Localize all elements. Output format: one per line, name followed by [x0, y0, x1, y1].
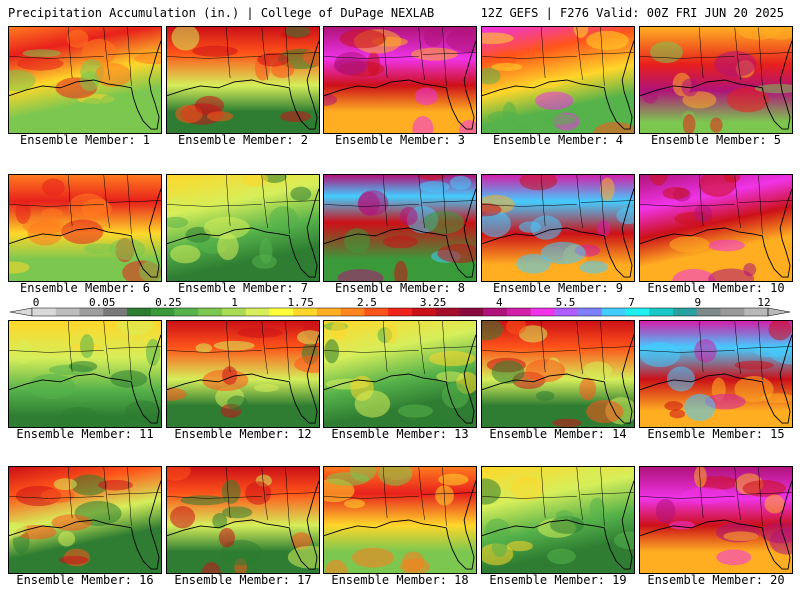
ensemble-map-panel — [8, 174, 162, 282]
colorbar-swatch — [316, 308, 341, 316]
colorbar-tick-label: 1.75 — [287, 297, 314, 309]
colorbar-swatch — [578, 308, 603, 316]
ensemble-map-panel — [481, 26, 635, 134]
ensemble-map-panel — [166, 320, 320, 428]
ensemble-map-panel — [323, 320, 477, 428]
colorbar-swatch — [459, 308, 484, 316]
ensemble-map-panel — [639, 466, 793, 574]
colorbar-swatch — [293, 308, 318, 316]
ensemble-member-label: Ensemble Member: 4 — [492, 133, 624, 147]
ensemble-map-panel — [323, 26, 477, 134]
ensemble-map-panel — [639, 174, 793, 282]
ensemble-member-label: Ensemble Member: 10 — [647, 281, 785, 295]
ensemble-map-panel — [8, 466, 162, 574]
ensemble-map-panel — [166, 466, 320, 574]
colorbar-tick-label: 2.5 — [357, 297, 377, 309]
ensemble-member-label: Ensemble Member: 20 — [647, 573, 785, 587]
colorbar-swatch — [601, 308, 626, 316]
colorbar-swatch — [744, 308, 769, 316]
colorbar-swatch — [696, 308, 721, 316]
ensemble-member-label: Ensemble Member: 7 — [177, 281, 309, 295]
ensemble-map-panel — [8, 320, 162, 428]
colorbar-swatch — [673, 308, 698, 316]
colorbar-swatch — [554, 308, 579, 316]
ensemble-member-label: Ensemble Member: 8 — [334, 281, 466, 295]
ensemble-map-panel — [481, 320, 635, 428]
colorbar-swatch — [126, 308, 152, 316]
colorbar-swatch — [649, 308, 674, 316]
colorbar-swatch — [530, 308, 555, 316]
ensemble-map-panel — [323, 174, 477, 282]
ensemble-map-panel — [166, 174, 320, 282]
ensemble-map-panel — [639, 320, 793, 428]
ensemble-map-panel — [166, 26, 320, 134]
ensemble-map-panel — [481, 174, 635, 282]
colorbar-tick-label: 9 — [694, 297, 701, 309]
ensemble-member-label: Ensemble Member: 6 — [19, 281, 151, 295]
colorbar-swatch — [55, 308, 80, 316]
colorbar-swatch — [221, 308, 246, 316]
colorbar-tick-label: 0 — [33, 297, 40, 309]
colorbar-tick-label: 5.5 — [556, 297, 576, 309]
ensemble-member-label: Ensemble Member: 2 — [177, 133, 309, 147]
colorbar-swatch — [174, 308, 199, 316]
ensemble-member-label: Ensemble Member: 9 — [492, 281, 624, 295]
colorbar-tick-label: 0.25 — [155, 297, 182, 309]
colorbar-tick-label: 4 — [496, 297, 503, 309]
ensemble-member-label: Ensemble Member: 5 — [650, 133, 782, 147]
model-run-info: 12Z GEFS | F276 Valid: 00Z FRI JUN 20 20… — [480, 6, 784, 20]
colorbar-swatch — [435, 308, 460, 316]
colorbar-swatch — [150, 308, 175, 316]
precipitation-colorbar: 0 0.05 0.25 1 1.75 2.5 3.25 4 5.5 7 9 12 — [10, 297, 790, 317]
colorbar-swatch — [79, 308, 104, 316]
colorbar-tick-label: 0.05 — [89, 297, 116, 309]
colorbar-swatch — [364, 308, 389, 316]
ensemble-map-panel — [8, 26, 162, 134]
colorbar-swatch — [625, 308, 650, 316]
ensemble-member-label: Ensemble Member: 1 — [19, 133, 151, 147]
colorbar-swatch — [245, 308, 270, 316]
ensemble-member-label: Ensemble Member: 16 — [16, 573, 154, 587]
colorbar-tick-label: 7 — [628, 297, 635, 309]
ensemble-member-label: Ensemble Member: 19 — [489, 573, 627, 587]
ensemble-map-panel — [481, 466, 635, 574]
colorbar-swatch — [506, 308, 531, 316]
ensemble-member-label: Ensemble Member: 11 — [16, 427, 154, 441]
ensemble-member-label: Ensemble Member: 14 — [489, 427, 627, 441]
colorbar-swatch — [32, 308, 57, 316]
colorbar-low-arrow — [10, 307, 33, 317]
ensemble-member-label: Ensemble Member: 3 — [334, 133, 466, 147]
colorbar-swatch — [411, 308, 436, 316]
colorbar-swatch — [388, 308, 413, 316]
ensemble-map-panel — [323, 466, 477, 574]
ensemble-member-label: Ensemble Member: 15 — [647, 427, 785, 441]
ensemble-member-label: Ensemble Member: 12 — [174, 427, 312, 441]
colorbar-swatch — [483, 308, 508, 316]
colorbar-swatch — [720, 308, 745, 316]
ensemble-member-label: Ensemble Member: 13 — [331, 427, 469, 441]
ensemble-member-label: Ensemble Member: 18 — [331, 573, 469, 587]
colorbar-swatch — [340, 308, 365, 316]
map-title: Precipitation Accumulation (in.) | Colle… — [8, 6, 435, 20]
colorbar-tick-label: 12 — [757, 297, 770, 309]
colorbar-swatch — [269, 308, 294, 316]
colorbar-high-arrow — [767, 307, 790, 317]
ensemble-map-panel — [639, 26, 793, 134]
colorbar-tick-label: 3.25 — [420, 297, 447, 309]
colorbar-swatch — [198, 308, 223, 316]
ensemble-member-label: Ensemble Member: 17 — [174, 573, 312, 587]
colorbar-tick-label: 1 — [231, 297, 238, 309]
colorbar-swatch — [103, 308, 128, 316]
